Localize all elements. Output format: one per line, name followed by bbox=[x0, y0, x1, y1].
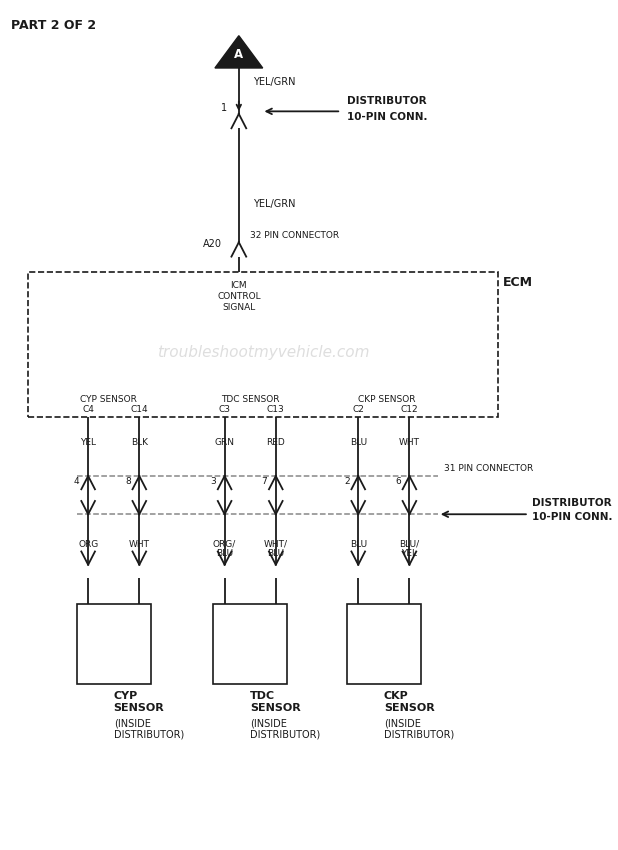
Text: BLU/
YEL: BLU/ YEL bbox=[399, 540, 420, 558]
Text: ICM
CONTROL
SIGNAL: ICM CONTROL SIGNAL bbox=[217, 280, 261, 312]
Text: 7: 7 bbox=[261, 477, 267, 485]
Text: YEL: YEL bbox=[80, 438, 96, 447]
Text: GRN: GRN bbox=[214, 438, 235, 447]
Text: A: A bbox=[234, 48, 243, 61]
Text: C12: C12 bbox=[400, 405, 418, 414]
Text: ORG/
BLU: ORG/ BLU bbox=[213, 540, 236, 558]
Text: CYP SENSOR: CYP SENSOR bbox=[80, 394, 137, 404]
Text: RED: RED bbox=[266, 438, 285, 447]
Text: PART 2 OF 2: PART 2 OF 2 bbox=[11, 19, 96, 31]
Text: (INSIDE
DISTRIBUTOR): (INSIDE DISTRIBUTOR) bbox=[384, 718, 454, 740]
Text: ECM: ECM bbox=[503, 276, 533, 289]
Bar bbox=[28, 272, 497, 416]
Text: WHT: WHT bbox=[129, 540, 150, 549]
Text: 32 PIN CONNECTOR: 32 PIN CONNECTOR bbox=[250, 231, 339, 240]
Text: YEL/GRN: YEL/GRN bbox=[253, 77, 295, 88]
Text: 6: 6 bbox=[395, 477, 401, 485]
Text: ORG: ORG bbox=[78, 540, 98, 549]
Text: C4: C4 bbox=[82, 405, 94, 414]
Text: 1: 1 bbox=[221, 103, 227, 113]
Text: C14: C14 bbox=[130, 405, 148, 414]
Text: CYP
SENSOR: CYP SENSOR bbox=[114, 691, 164, 712]
Text: WHT/
BLU: WHT/ BLU bbox=[264, 540, 288, 558]
Text: YEL/GRN: YEL/GRN bbox=[253, 199, 295, 209]
Text: DISTRIBUTOR: DISTRIBUTOR bbox=[347, 96, 426, 106]
Text: 10-PIN CONN.: 10-PIN CONN. bbox=[531, 512, 612, 522]
Text: A20: A20 bbox=[203, 239, 222, 249]
Text: 31 PIN CONNECTOR: 31 PIN CONNECTOR bbox=[444, 464, 533, 473]
Text: BLU: BLU bbox=[350, 438, 367, 447]
Text: TDC SENSOR: TDC SENSOR bbox=[221, 394, 279, 404]
Text: TDC
SENSOR: TDC SENSOR bbox=[250, 691, 301, 712]
Polygon shape bbox=[215, 36, 263, 68]
Text: CKP
SENSOR: CKP SENSOR bbox=[384, 691, 434, 712]
Text: DISTRIBUTOR: DISTRIBUTOR bbox=[531, 498, 611, 508]
Text: WHT: WHT bbox=[399, 438, 420, 447]
Text: troubleshootmyvehicle.com: troubleshootmyvehicle.com bbox=[157, 345, 369, 360]
Text: 10-PIN CONN.: 10-PIN CONN. bbox=[347, 112, 428, 122]
Text: C13: C13 bbox=[267, 405, 285, 414]
Text: 8: 8 bbox=[125, 477, 131, 485]
Text: 4: 4 bbox=[74, 477, 80, 485]
Text: C2: C2 bbox=[352, 405, 364, 414]
Text: (INSIDE
DISTRIBUTOR): (INSIDE DISTRIBUTOR) bbox=[250, 718, 321, 740]
Bar bbox=[347, 604, 421, 684]
Text: BLU: BLU bbox=[350, 540, 367, 549]
Text: (INSIDE
DISTRIBUTOR): (INSIDE DISTRIBUTOR) bbox=[114, 718, 184, 740]
Text: 2: 2 bbox=[344, 477, 350, 485]
Text: C3: C3 bbox=[219, 405, 231, 414]
Text: CKP SENSOR: CKP SENSOR bbox=[358, 394, 415, 404]
Bar bbox=[77, 604, 151, 684]
Text: BLK: BLK bbox=[131, 438, 148, 447]
Bar bbox=[213, 604, 287, 684]
Text: 3: 3 bbox=[210, 477, 216, 485]
